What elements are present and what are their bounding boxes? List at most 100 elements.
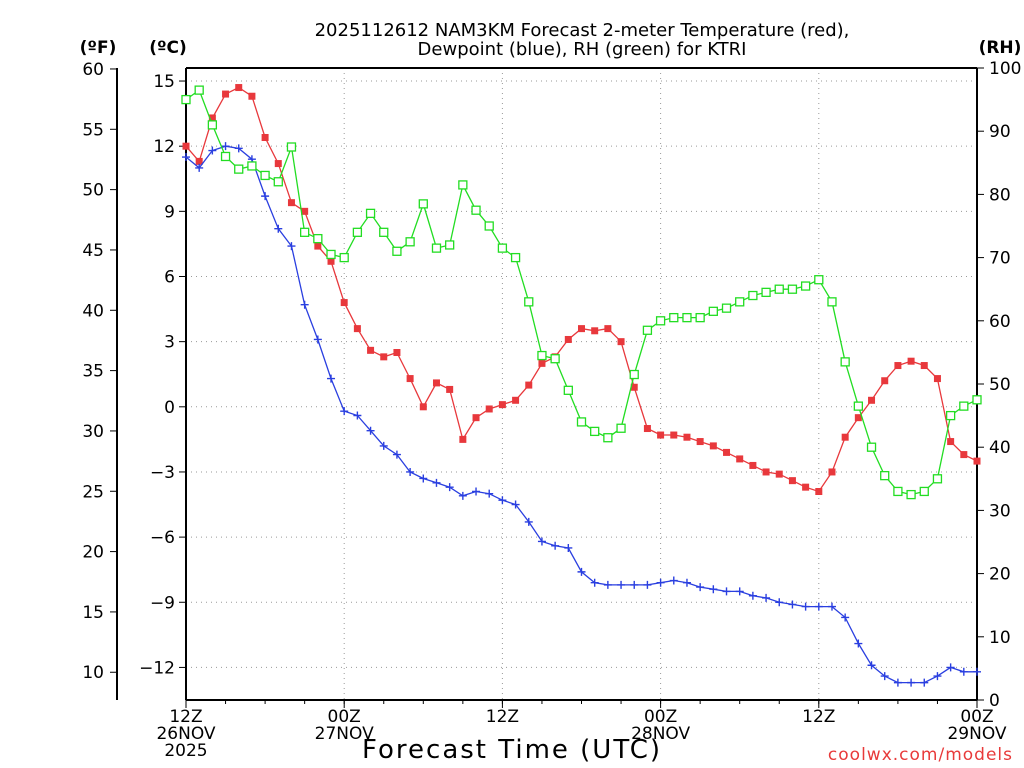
temperature-point (314, 242, 322, 250)
series-2-meter-temperature (182, 84, 981, 496)
rh-point (880, 470, 890, 481)
dewpoint-point (327, 374, 336, 383)
temperature-point (657, 431, 665, 439)
dewpoint-point (577, 567, 586, 576)
x-tick-label: 12Z (802, 707, 835, 727)
temperature-point (802, 483, 810, 491)
dewpoint-point (603, 580, 612, 589)
rh-point (286, 142, 297, 152)
rh-tick-label: 10 (989, 628, 1011, 648)
rh-point (550, 354, 560, 364)
rh-point (352, 227, 363, 237)
rh-point (445, 240, 455, 250)
temperature-point (894, 362, 902, 370)
fahrenheit-tick-label: 30 (82, 422, 104, 442)
fahrenheit-tick-label: 25 (82, 482, 104, 502)
axis-ticks: 605550454035302520151015129630−3−6−9−121… (82, 59, 1021, 761)
dewpoint-point (551, 541, 560, 550)
temperature-point (973, 457, 981, 465)
dewpoint-point (893, 678, 902, 687)
temperature-point (670, 431, 678, 439)
dewpoint-point (537, 537, 546, 546)
x-tick-label: 2025 (164, 741, 207, 761)
rh-point (893, 486, 903, 497)
temperature-point (538, 359, 546, 367)
dewpoint-point (696, 583, 705, 592)
temperature-point (749, 461, 757, 469)
temperature-point (301, 207, 309, 215)
fahrenheit-tick-label: 10 (82, 663, 104, 683)
temperature-point (907, 357, 915, 365)
rh-point (299, 227, 310, 237)
celsius-axis-unit: (ºC) (149, 38, 187, 58)
temperature-point (327, 257, 335, 265)
temperature-point (881, 377, 889, 385)
series-line (185, 89, 978, 496)
temperature-point (736, 455, 744, 463)
rh-point (827, 297, 837, 307)
temperature-point (340, 299, 348, 307)
rh-point (945, 410, 956, 421)
rh-point (682, 312, 692, 323)
dewpoint-point (379, 441, 388, 450)
dewpoint-point (485, 489, 494, 498)
dewpoint-point (801, 602, 810, 611)
series-rh (181, 85, 982, 500)
source-credit: coolwx.com/models (828, 745, 1013, 765)
dewpoint-point (748, 591, 757, 600)
dewpoint-point (366, 426, 375, 435)
rh-point (840, 357, 850, 367)
rh-tick-label: 50 (989, 375, 1011, 395)
dewpoint-point (880, 672, 889, 681)
temperature-point (525, 381, 533, 389)
rh-point (959, 401, 969, 411)
dewpoint-point (630, 580, 639, 589)
celsius-tick-label: −3 (150, 463, 175, 483)
temperature-point (235, 84, 243, 92)
dewpoint-point (406, 467, 415, 476)
dewpoint-point (458, 491, 467, 500)
fahrenheit-axis-unit: (ºF) (80, 38, 117, 58)
temperature-point (815, 488, 823, 496)
dewpoint-point (907, 678, 916, 687)
rh-axis-unit: (RH) (979, 38, 1022, 58)
rh-point (906, 489, 916, 500)
temperature-point (630, 383, 638, 391)
dewpoint-point (946, 663, 955, 672)
dewpoint-point (762, 593, 771, 602)
rh-point (655, 316, 666, 326)
celsius-tick-label: 3 (164, 333, 175, 353)
temperature-point (512, 396, 520, 404)
dewpoint-point (564, 543, 573, 552)
dewpoint-point (775, 598, 784, 607)
temperature-point (393, 349, 401, 357)
fahrenheit-tick-label: 15 (82, 603, 104, 623)
x-tick-label: 00Z (960, 707, 993, 727)
dewpoint-point (643, 580, 652, 589)
dewpoint-point (445, 483, 454, 492)
rh-point (365, 208, 376, 219)
temperature-point (828, 468, 836, 476)
x-tick-label: 12Z (486, 707, 519, 727)
dewpoint-point (827, 602, 836, 611)
temperature-point (208, 114, 216, 122)
dewpoint-point (300, 300, 309, 309)
celsius-tick-label: 6 (164, 267, 175, 287)
rh-point (629, 369, 639, 380)
grid (186, 68, 977, 700)
temperature-point (287, 199, 295, 207)
dewpoint-point (261, 192, 270, 201)
fahrenheit-tick-label: 45 (82, 241, 104, 261)
rh-point (471, 205, 481, 215)
celsius-tick-label: −12 (139, 658, 175, 678)
temperature-point (617, 338, 625, 346)
rh-point (405, 237, 415, 247)
rh-point (194, 85, 204, 95)
fahrenheit-tick-label: 40 (82, 301, 104, 321)
dewpoint-point (841, 613, 850, 622)
dewpoint-point (933, 672, 942, 681)
dewpoint-point (590, 578, 599, 587)
rh-tick-label: 60 (989, 312, 1011, 332)
temperature-point (841, 433, 849, 441)
